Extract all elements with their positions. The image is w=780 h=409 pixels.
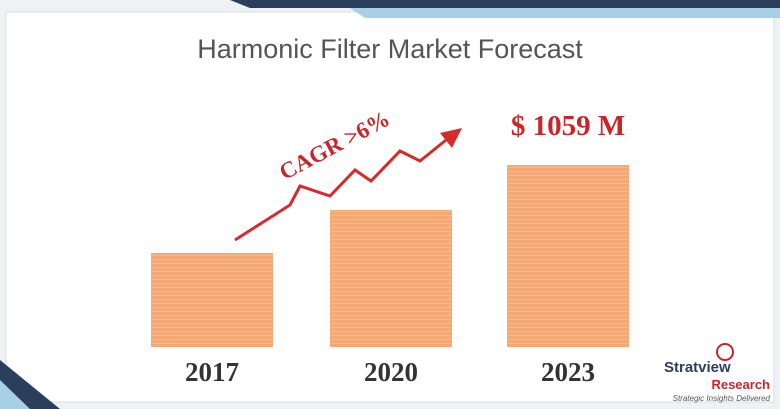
x-tick-label: 2017 (185, 357, 239, 387)
logo-name: Stratview (664, 359, 731, 376)
corner-accent (0, 380, 30, 409)
cagr-arrow (234, 138, 447, 242)
arrow-head (440, 128, 462, 148)
top-band (230, 0, 780, 8)
bar-texture (151, 252, 273, 347)
chart-title: Harmonic Filter Market Forecast (197, 34, 583, 64)
bar-texture (330, 210, 452, 347)
value-label: $ 1059 M (511, 110, 625, 142)
x-tick-label: 2020 (364, 357, 418, 387)
logo-icon (716, 343, 734, 361)
bar-texture (507, 165, 629, 347)
logo-name-2: Research (711, 377, 770, 392)
x-tick-label: 2023 (541, 357, 595, 387)
logo-tagline: Strategic Insights Delivered (673, 394, 771, 403)
top-stripe (350, 8, 780, 18)
